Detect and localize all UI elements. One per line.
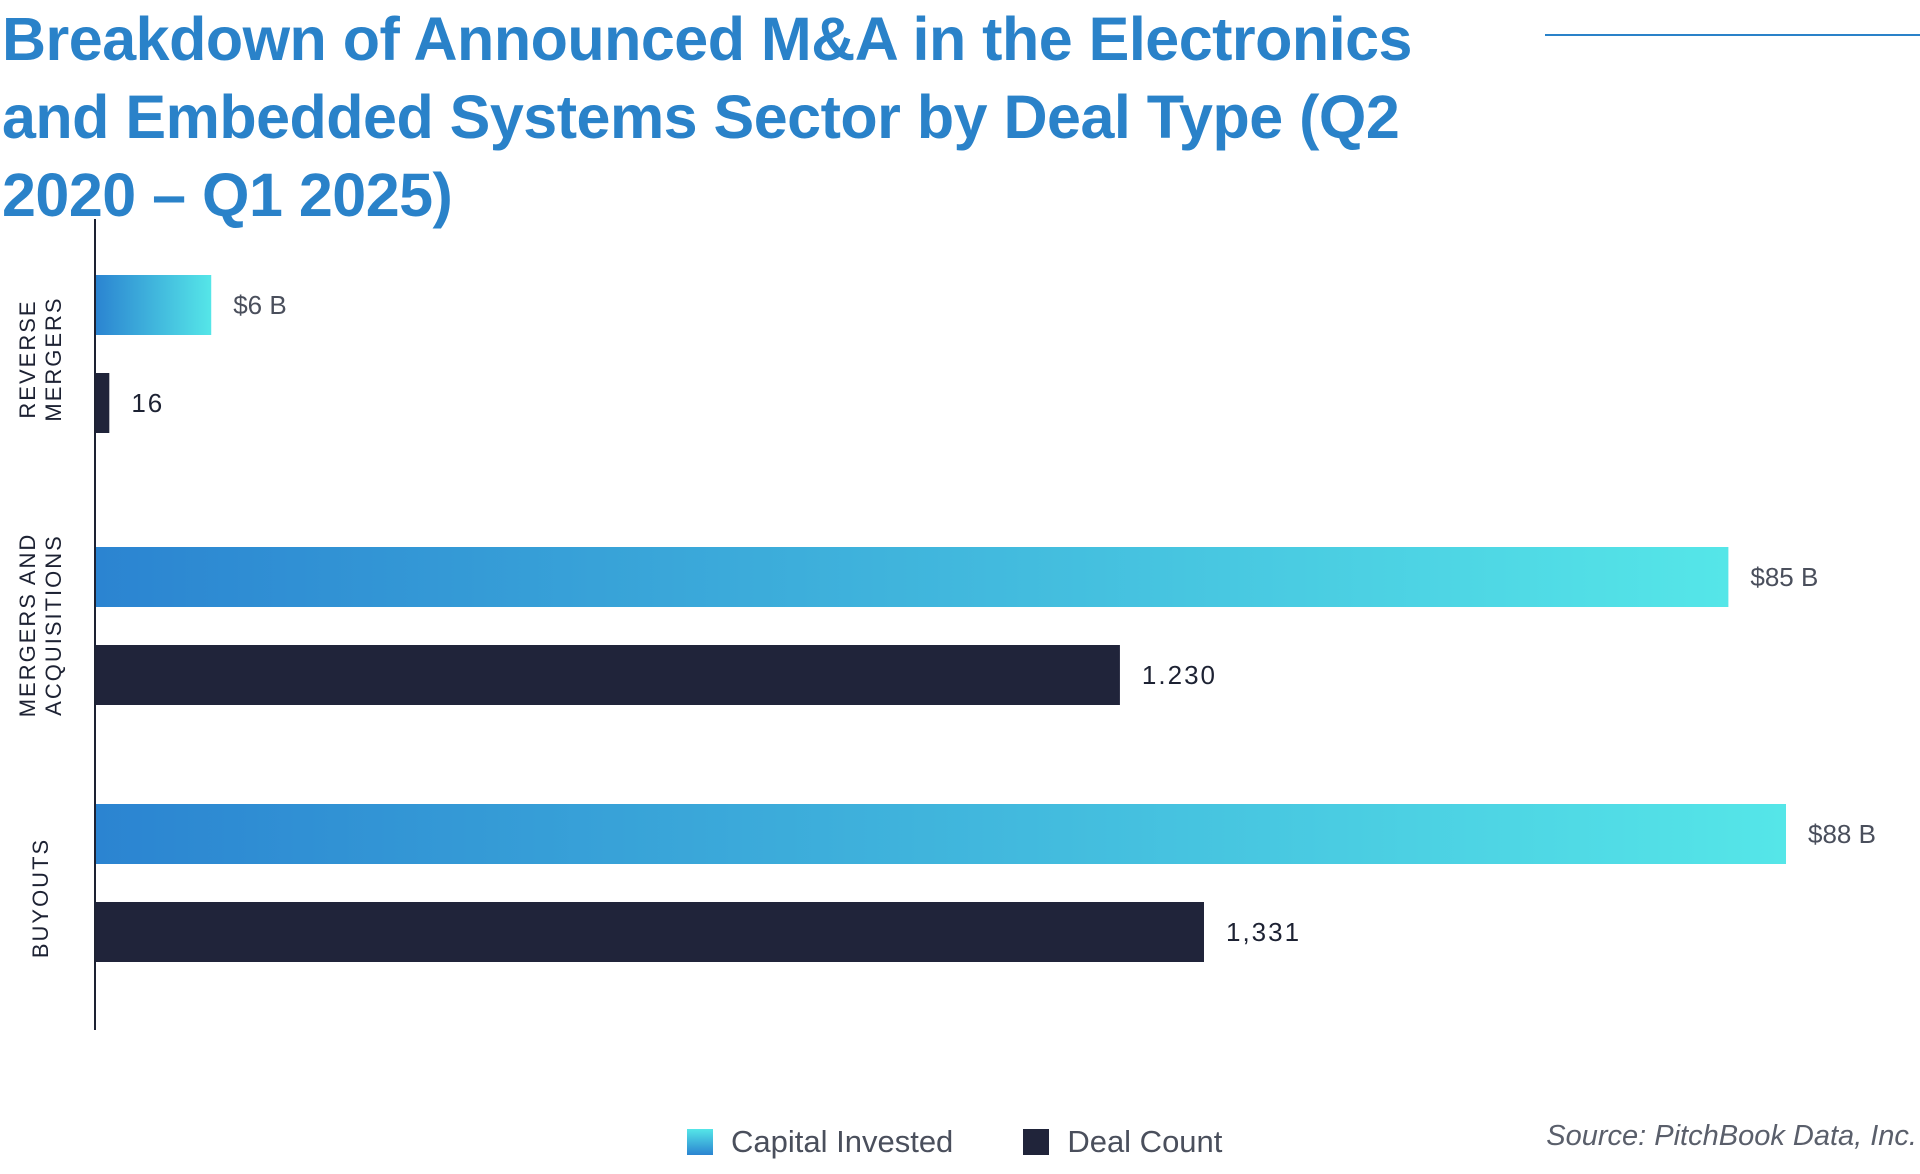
data-label-deal-count-0: 16 bbox=[131, 388, 164, 418]
source-note: Source: PitchBook Data, Inc. bbox=[1546, 1120, 1917, 1152]
data-label-capital-invested-1: $85 B bbox=[1750, 562, 1818, 592]
category-label-line: BUYOUTS bbox=[28, 838, 53, 958]
category-label-0: REVERSE MERGERS bbox=[15, 296, 66, 421]
legend-swatch-capital-invested bbox=[687, 1129, 713, 1155]
title-rule bbox=[1545, 34, 1920, 36]
bar-capital-invested-0 bbox=[96, 275, 212, 335]
legend-item-deal-count: Deal Count bbox=[1023, 1124, 1222, 1160]
bar-deal-count-1 bbox=[96, 645, 1120, 705]
bar-capital-invested-2 bbox=[96, 804, 1786, 864]
category-label-1: MERGERS AND ACQUISITIONS bbox=[15, 533, 66, 718]
legend-swatch-deal-count bbox=[1023, 1129, 1050, 1155]
chart-title: Breakdown of Announced M&A in the Electr… bbox=[2, 5, 1413, 229]
bar-deal-count-2 bbox=[96, 902, 1204, 962]
data-label-deal-count-2: 1,331 bbox=[1226, 917, 1301, 947]
legend: Capital Invested Deal Count bbox=[687, 1122, 1292, 1162]
data-label-capital-invested-2: $88 B bbox=[1808, 819, 1876, 849]
data-label-capital-invested-0: $6 B bbox=[233, 290, 287, 320]
category-label-2: BUYOUTS bbox=[28, 838, 53, 958]
category-label-line: REVERSE bbox=[15, 299, 40, 418]
data-label-deal-count-1: 1.230 bbox=[1142, 660, 1217, 690]
legend-label-deal-count: Deal Count bbox=[1067, 1124, 1223, 1159]
bar-deal-count-0 bbox=[96, 373, 110, 433]
category-label-line: MERGERS AND bbox=[15, 533, 40, 718]
category-label-line: MERGERS bbox=[41, 296, 66, 421]
legend-item-capital-invested: Capital Invested bbox=[687, 1124, 953, 1160]
legend-label-capital-invested: Capital Invested bbox=[731, 1124, 954, 1159]
category-label-line: ACQUISITIONS bbox=[41, 534, 66, 716]
bar-capital-invested-1 bbox=[96, 547, 1729, 607]
